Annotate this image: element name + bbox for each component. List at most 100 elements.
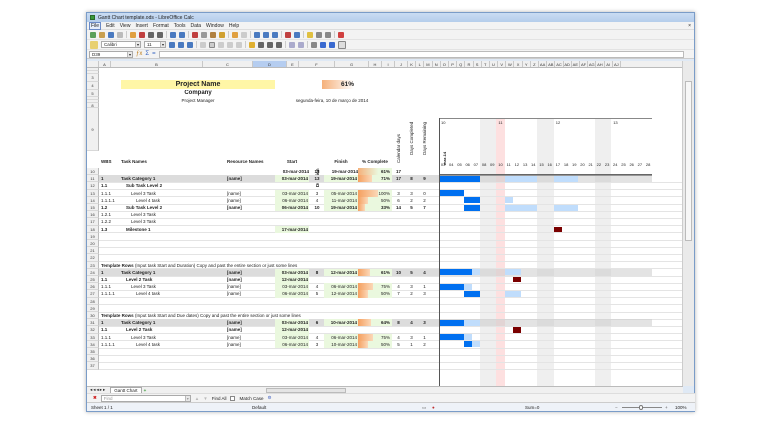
formula-icon[interactable]: =: [152, 51, 156, 57]
row-header[interactable]: 20: [87, 240, 99, 248]
row-header[interactable]: 35: [87, 348, 99, 356]
row-header[interactable]: 9: [87, 108, 99, 151]
copy-icon[interactable]: [201, 31, 207, 38]
row-header[interactable]: 28: [87, 297, 99, 305]
column-header-e[interactable]: E: [287, 61, 299, 67]
cut-icon[interactable]: [192, 31, 198, 38]
close-document-icon[interactable]: ×: [688, 22, 691, 29]
column-header-c[interactable]: C: [203, 61, 253, 67]
match-case-checkbox[interactable]: [230, 395, 236, 401]
sum-icon[interactable]: Σ: [145, 51, 150, 57]
row-header[interactable]: 34: [87, 340, 99, 348]
column-header-m[interactable]: M: [424, 61, 433, 67]
font-color-icon[interactable]: [329, 41, 335, 48]
styles-icon[interactable]: [90, 40, 98, 49]
new-icon[interactable]: [90, 31, 96, 38]
zoom-slider-handle[interactable]: [639, 405, 643, 410]
find-input[interactable]: Find ▾: [100, 394, 191, 402]
show-draw-functions-icon[interactable]: [307, 31, 313, 38]
hyperlink-icon[interactable]: [254, 31, 260, 38]
row-header[interactable]: 29: [87, 304, 99, 312]
row-header[interactable]: 37: [87, 362, 99, 370]
row-header[interactable]: 21: [87, 247, 99, 255]
menu-file[interactable]: File: [89, 21, 102, 30]
email-icon[interactable]: [117, 31, 123, 38]
row-header[interactable]: 13: [87, 189, 99, 197]
column-header-n[interactable]: N: [433, 61, 441, 67]
column-header-p[interactable]: P: [449, 61, 458, 67]
borders-icon[interactable]: [311, 41, 317, 48]
italic-icon[interactable]: [178, 41, 184, 48]
column-header-w[interactable]: W: [506, 61, 515, 67]
column-header-b[interactable]: B: [111, 61, 203, 67]
column-header-ac[interactable]: AC: [556, 61, 564, 67]
spellcheck-icon[interactable]: [170, 31, 176, 38]
vertical-scrollbar[interactable]: [682, 61, 694, 386]
row-header[interactable]: 10: [87, 168, 99, 176]
row-header[interactable]: 32: [87, 326, 99, 334]
column-header-r[interactable]: R: [465, 61, 474, 67]
sort-ascending-icon[interactable]: [263, 31, 269, 38]
decrease-indent-icon[interactable]: [298, 41, 304, 48]
export-pdf-icon[interactable]: [139, 31, 145, 38]
insert-mode-icon[interactable]: ▭: [422, 405, 427, 410]
paste-icon[interactable]: [210, 31, 216, 38]
menu-window[interactable]: Window: [206, 22, 224, 29]
column-header-t[interactable]: T: [482, 61, 490, 67]
merge-cells-icon[interactable]: [236, 41, 242, 48]
column-header-a[interactable]: A: [99, 61, 111, 67]
row-header[interactable]: 31: [87, 319, 99, 327]
row-header[interactable]: [87, 100, 99, 103]
zoom-out-icon[interactable]: −: [615, 405, 618, 410]
row-header[interactable]: 18: [87, 225, 99, 233]
column-header-ai[interactable]: AI: [605, 61, 613, 67]
chevron-down-icon[interactable]: ▾: [184, 395, 190, 401]
find-all-button[interactable]: Find All: [211, 395, 227, 401]
save-icon[interactable]: [108, 31, 114, 38]
row-header[interactable]: 30: [87, 312, 99, 320]
chevron-down-icon[interactable]: ▾: [160, 42, 165, 47]
name-box[interactable]: D39 ▾: [89, 50, 133, 58]
toggle-grid-icon[interactable]: [338, 40, 346, 49]
row-header[interactable]: 4: [87, 82, 99, 90]
align-right-icon[interactable]: [218, 41, 224, 48]
find-next-icon[interactable]: ▼: [203, 395, 208, 401]
row-header[interactable]: 19: [87, 232, 99, 240]
row-header[interactable]: 16: [87, 211, 99, 219]
zoom-in-icon[interactable]: +: [665, 405, 668, 410]
column-header-ah[interactable]: AH: [597, 61, 605, 67]
column-header-aj[interactable]: AJ: [613, 61, 621, 67]
chevron-down-icon[interactable]: ▾: [127, 51, 132, 57]
column-header-h[interactable]: H: [369, 61, 382, 67]
undo-icon[interactable]: [232, 31, 238, 38]
column-header-o[interactable]: O: [441, 61, 449, 67]
find-replace-icon[interactable]: [316, 31, 322, 38]
column-header-ad[interactable]: AD: [564, 61, 572, 67]
number-format-icon[interactable]: [267, 41, 273, 48]
column-header-u[interactable]: U: [490, 61, 499, 67]
corner-cell[interactable]: [87, 61, 99, 67]
print-preview-icon[interactable]: [157, 31, 163, 38]
row-header[interactable]: 25: [87, 276, 99, 284]
column-header-s[interactable]: S: [474, 61, 482, 67]
row-header[interactable]: 3: [87, 74, 99, 82]
column-header-q[interactable]: Q: [457, 61, 466, 67]
row-header[interactable]: [87, 71, 99, 74]
column-header-y[interactable]: Y: [523, 61, 531, 67]
column-header-d[interactable]: D: [253, 61, 287, 67]
column-header-ae[interactable]: AE: [572, 61, 580, 67]
row-header[interactable]: 11: [87, 175, 99, 183]
row-header[interactable]: 26: [87, 283, 99, 291]
column-header-x[interactable]: X: [514, 61, 523, 67]
add-sheet-icon[interactable]: +: [143, 387, 147, 393]
row-header[interactable]: 33: [87, 333, 99, 341]
percent-icon[interactable]: [258, 41, 264, 48]
navigator-icon[interactable]: [325, 31, 331, 38]
scrollbar-thumb[interactable]: [685, 81, 692, 241]
row-header[interactable]: 12: [87, 182, 99, 190]
row-header[interactable]: [87, 97, 99, 100]
column-header-j[interactable]: J: [395, 61, 408, 67]
background-color-icon[interactable]: [320, 41, 326, 48]
edit-mode-icon[interactable]: [130, 31, 136, 38]
autospell-icon[interactable]: [179, 31, 185, 38]
